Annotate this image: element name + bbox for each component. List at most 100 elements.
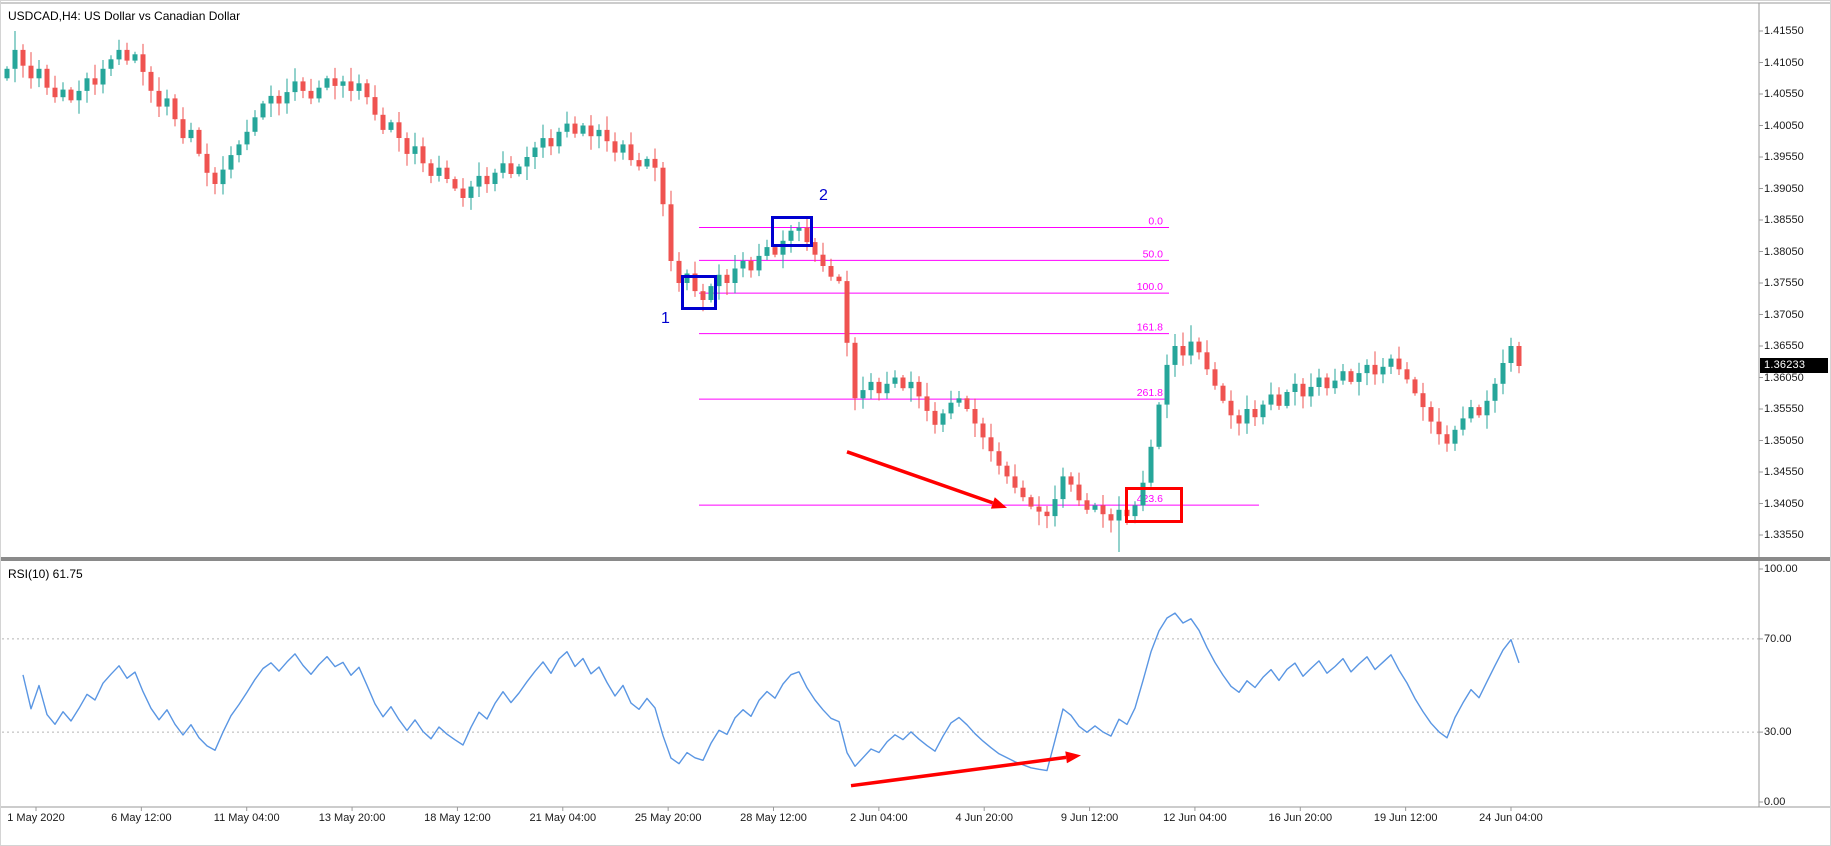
candle-bearish	[204, 153, 210, 173]
candle-bullish	[564, 123, 570, 132]
candle-bearish	[1436, 421, 1442, 435]
candle-bullish	[1332, 380, 1338, 389]
candle-bearish	[1300, 383, 1306, 397]
candle-bearish	[1196, 341, 1202, 353]
uptrend-arrow[interactable]	[850, 755, 1067, 788]
candle-bullish	[1292, 383, 1298, 392]
candle-bearish	[1020, 487, 1026, 498]
candle-bullish	[1156, 404, 1162, 447]
panel-splitter[interactable]	[1, 557, 1830, 561]
candle-bearish	[68, 89, 74, 101]
candle-bearish	[1476, 407, 1482, 416]
candle-bullish	[532, 147, 538, 157]
candle-bullish	[1388, 358, 1394, 367]
annotation-rectangle-1[interactable]	[681, 274, 717, 311]
candle-bullish	[892, 377, 898, 384]
candle-bearish	[876, 381, 882, 394]
candle-bearish	[172, 98, 178, 120]
candle-bullish	[1468, 407, 1474, 419]
candle-bearish	[1348, 371, 1354, 382]
candle-bearish	[916, 381, 922, 397]
candle-bullish	[556, 131, 562, 147]
candle-bullish	[244, 131, 250, 145]
candle-bullish	[132, 54, 138, 61]
candle-bearish	[772, 247, 778, 255]
candle-bullish	[236, 144, 242, 156]
candle-bearish	[668, 204, 674, 261]
candle-bearish	[1212, 369, 1218, 386]
candle-bearish	[396, 122, 402, 138]
candle-bullish	[716, 274, 722, 287]
candle-bullish	[1148, 446, 1154, 483]
candle-bullish	[940, 413, 946, 425]
candle-bullish	[324, 78, 330, 88]
candle-bearish	[724, 274, 730, 283]
candle-bullish	[956, 398, 962, 403]
candle-bullish	[868, 381, 874, 391]
candle-bullish	[1340, 371, 1346, 381]
candle-bearish	[452, 179, 458, 189]
candle-bullish	[108, 59, 114, 69]
annotation-number-2: 2	[819, 186, 828, 204]
candle-bullish	[756, 255, 762, 271]
candle-bullish	[1364, 364, 1370, 374]
candle-bearish	[212, 172, 218, 184]
candle-bearish	[1076, 484, 1082, 501]
candle-bullish	[316, 87, 322, 99]
candle-bullish	[188, 129, 194, 139]
candle-bearish	[1428, 407, 1434, 422]
candle-bullish	[788, 230, 794, 241]
candle-bullish	[1164, 364, 1170, 405]
candle-bearish	[636, 160, 642, 167]
candle-bearish	[364, 83, 370, 98]
fib-level-label: 100.0	[1137, 281, 1163, 293]
candle-bearish	[156, 90, 162, 107]
candle-bullish	[284, 92, 290, 104]
rsi-indicator-label: RSI(10) 61.75	[8, 567, 83, 581]
candle-bullish	[644, 158, 650, 167]
candle-bearish	[276, 95, 282, 104]
candle-bullish	[4, 68, 10, 79]
candle-bearish	[828, 266, 834, 277]
candle-bearish	[820, 254, 826, 266]
arrow-head	[1065, 751, 1081, 764]
candle-bearish	[20, 49, 26, 66]
candle-bearish	[1516, 346, 1522, 366]
candle-bearish	[964, 398, 970, 409]
candle-bullish	[292, 81, 298, 93]
downtrend-arrow[interactable]	[846, 450, 994, 505]
candle-bearish	[988, 437, 994, 452]
candle-bullish	[340, 81, 346, 86]
candle-bearish	[300, 81, 306, 91]
candle-bearish	[380, 114, 386, 130]
candle-bearish	[1036, 506, 1042, 512]
candle-bullish	[388, 122, 394, 130]
candle-bullish	[684, 273, 690, 283]
candle-bearish	[836, 276, 842, 282]
candle-bullish	[260, 103, 266, 118]
fib-level-label: 0.0	[1148, 216, 1163, 228]
candle-bearish	[148, 71, 154, 91]
candle-bullish	[500, 163, 506, 173]
candle-bullish	[764, 247, 770, 256]
candle-bullish	[1172, 346, 1178, 365]
candle-bullish	[1308, 386, 1314, 397]
candle-bullish	[1140, 482, 1146, 506]
candle-bullish	[468, 186, 474, 198]
candle-bullish	[740, 260, 746, 269]
candle-bearish	[124, 49, 130, 61]
candle-bearish	[1372, 364, 1378, 375]
candle-bullish	[84, 78, 90, 91]
candle-bearish	[1068, 476, 1074, 485]
candle-bullish	[596, 129, 602, 137]
candle-bearish	[1396, 358, 1402, 370]
candle-bearish	[1180, 346, 1186, 356]
fib-level-label: 161.8	[1137, 322, 1163, 334]
fib-level-highlight-box[interactable]	[1125, 487, 1183, 524]
candle-bearish	[628, 144, 634, 161]
candle-bearish	[748, 260, 754, 271]
candle-bearish	[844, 281, 850, 343]
annotation-rectangle-2[interactable]	[771, 215, 813, 248]
